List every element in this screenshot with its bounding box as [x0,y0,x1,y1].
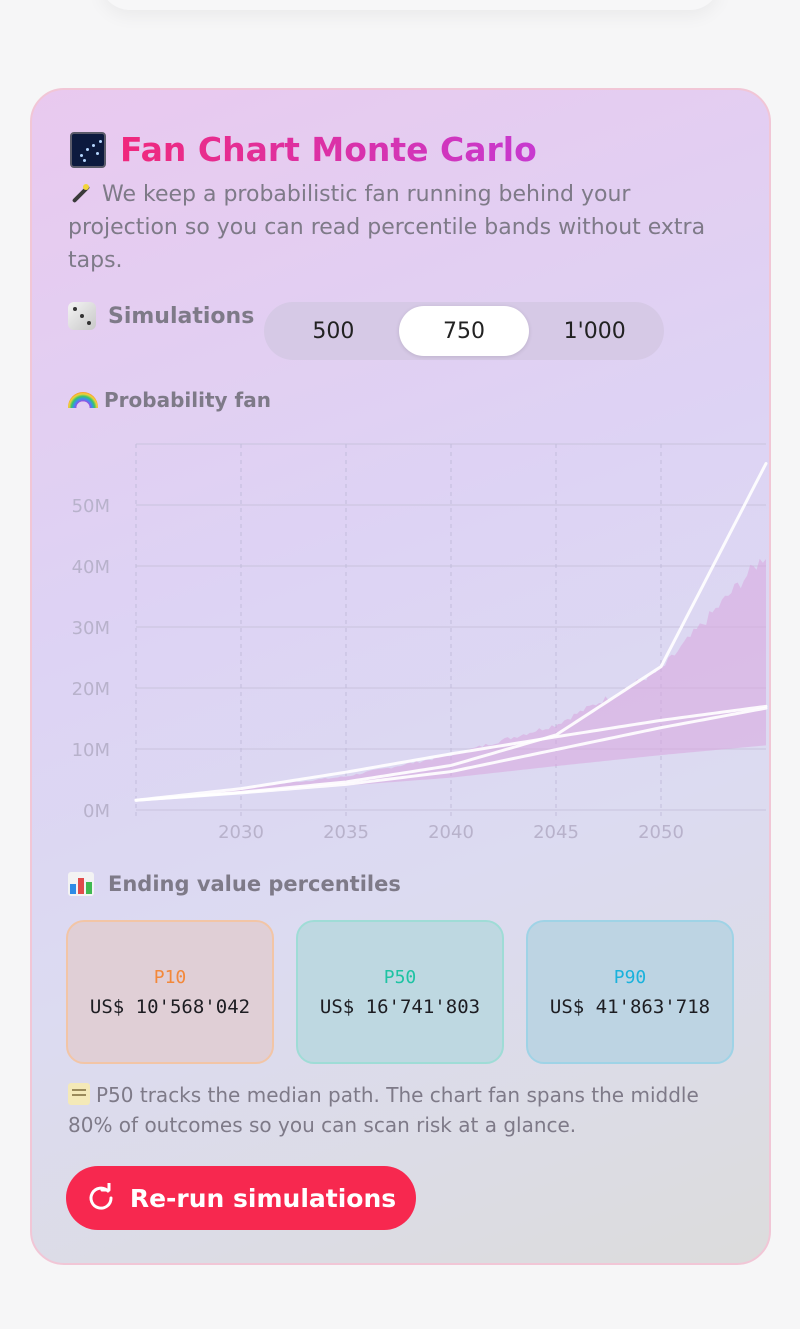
card-header: Fan Chart Monte Carlo [70,130,537,169]
x-tick-label: 2050 [638,822,684,843]
card-subtitle: We keep a probabilistic fan running behi… [68,182,706,273]
x-tick-label: 2030 [218,822,264,843]
refresh-icon [89,1183,113,1210]
percentile-card-p50: P50 US$ 16'741'803 [296,920,504,1064]
previous-card-edge [100,0,720,10]
probability-fan-label: Probability fan [68,388,271,412]
percentile-value: US$ 10'568'042 [89,995,251,1018]
card-title: Fan Chart Monte Carlo [120,130,537,169]
monte-carlo-card: Fan Chart Monte Carlo We keep a probabil… [30,88,771,1265]
memo-icon [68,1083,90,1105]
probability-fan-chart: 0M 10M 20M 30M 40M 50M 2030 2035 2040 2045 2050 [72,443,768,843]
percentile-label: P50 [383,966,417,988]
y-tick-label: 30M [72,618,110,639]
simulations-option-1000[interactable]: 1'000 [563,318,626,344]
series-line-3 [134,706,768,802]
rerun-simulations-button[interactable]: Re-run simulations [66,1166,416,1230]
bar-chart-icon [68,872,94,896]
y-tick-label: 10M [72,740,110,761]
x-tick-label: 2035 [323,822,369,843]
magic-wand-icon [68,183,92,204]
percentile-label: P10 [153,966,187,988]
series-line-1 [134,704,768,802]
y-tick-label: 50M [72,496,110,517]
percentile-value: US$ 16'741'803 [319,995,481,1018]
x-tick-label: 2045 [533,822,579,843]
dice-icon [68,302,96,330]
simulations-row: Simulations [68,302,254,330]
milky-way-icon [70,131,106,168]
percentile-value: US$ 41'863'718 [549,995,711,1018]
x-tick-label: 2040 [428,822,474,843]
percentile-card-p90: P90 US$ 41'863'718 [526,920,734,1064]
percentile-label: P90 [613,966,647,988]
y-tick-label: 0M [83,801,110,822]
simulations-segmented-control: 500 750 1'000 [264,302,664,360]
simulations-option-500[interactable]: 500 [312,318,355,344]
y-tick-label: 40M [72,557,110,578]
simulations-label: Simulations [68,302,254,330]
footnote: P50 tracks the median path. The chart fa… [68,1083,699,1137]
percentile-card-p10: P10 US$ 10'568'042 [66,920,274,1064]
rainbow-icon [68,392,98,408]
y-tick-label: 20M [72,679,110,700]
percentiles-label: Ending value percentiles [68,872,401,896]
simulations-option-750[interactable]: 750 [398,306,530,356]
rerun-label: Re-run simulations [129,1183,397,1213]
